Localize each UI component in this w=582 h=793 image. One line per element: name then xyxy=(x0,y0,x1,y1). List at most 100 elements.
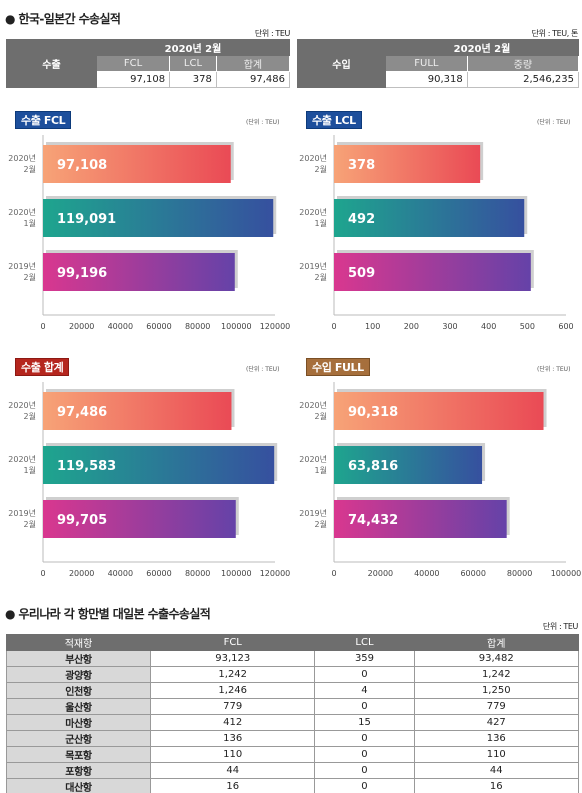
x-tick-label: 100000 xyxy=(221,569,252,578)
ports-cell-fcl: 1,246 xyxy=(149,682,316,699)
bar xyxy=(334,199,525,237)
ports-cell-fcl: 779 xyxy=(149,698,316,715)
bar-value-label: 509 xyxy=(348,266,375,281)
category-label: 2019년 2월 xyxy=(8,508,36,529)
import-unit: 단위 : TEU, 톤 xyxy=(531,29,579,38)
bar-chart-2: 0 20000 40000 60000 80000 100000 120000 2020년 2월… xyxy=(8,382,290,578)
category-label: 2020년 1월 xyxy=(299,454,327,475)
x-tick-label: 100000 xyxy=(551,569,582,578)
x-tick-label: 0 xyxy=(40,322,45,331)
section2-title: ● 우리나라 각 항만별 대일본 수출수송실적 xyxy=(5,607,211,621)
bar-value-label: 97,486 xyxy=(57,405,107,420)
x-tick-label: 100000 xyxy=(221,322,252,331)
ports-cell-fcl: 136 xyxy=(149,730,316,747)
table-row: 군산항 136 0 136 xyxy=(6,730,580,747)
ports-cell-total: 1,250 xyxy=(413,682,580,699)
x-tick-label: 300 xyxy=(442,322,457,331)
chart-title-badge: 수입 FULL xyxy=(306,358,370,376)
ports-cell-lcl: 0 xyxy=(314,698,415,715)
ports-cell-port: 울산항 xyxy=(6,698,151,715)
export-value-total: 97,486 xyxy=(215,71,291,88)
category-label: 2020년 1월 xyxy=(299,207,327,228)
x-tick-label: 20000 xyxy=(69,569,94,578)
table-row: 목포항 110 0 110 xyxy=(6,746,580,763)
ports-cell-port: 부산항 xyxy=(6,650,151,667)
ports-cell-port: 광양항 xyxy=(6,666,151,683)
bar xyxy=(43,392,232,430)
bar xyxy=(43,500,236,538)
x-tick-label: 40000 xyxy=(108,569,133,578)
x-tick-label: 80000 xyxy=(185,569,210,578)
ports-cell-lcl: 15 xyxy=(314,714,415,731)
export-col-total: 합계 xyxy=(215,55,291,72)
export-period: 2020년 2월 xyxy=(96,39,290,56)
chart-unit: (단위 : TEU) xyxy=(537,119,571,126)
ports-header-fcl: FCL xyxy=(149,634,316,651)
chart-unit: (단위 : TEU) xyxy=(246,119,280,126)
category-label: 2020년 2월 xyxy=(8,153,36,174)
bar-chart-1: 0 100 200 300 400 500 600 2020년 2월 378 2020년 1월 492 2… xyxy=(299,135,574,331)
chart-title-badge: 수출 FCL xyxy=(15,111,72,129)
ports-cell-lcl: 359 xyxy=(314,650,415,667)
import-value-weight: 2,546,235 xyxy=(466,71,580,88)
x-tick-label: 80000 xyxy=(185,322,210,331)
bar xyxy=(334,500,507,538)
bar-value-label: 492 xyxy=(348,212,375,227)
bar-value-label: 99,705 xyxy=(57,513,107,528)
category-label: 2019년 2월 xyxy=(299,261,327,282)
ports-cell-total: 136 xyxy=(413,730,580,747)
chart-title-badge: 수출 합계 xyxy=(15,358,70,376)
x-tick-label: 40000 xyxy=(414,569,439,578)
chart-title-badge: 수출 LCL xyxy=(306,111,362,129)
x-tick-label: 40000 xyxy=(108,322,133,331)
bar xyxy=(43,145,231,183)
import-summary-table: 수입 2020년 2월 FULL 중량 90,318 2,546,235 xyxy=(297,39,580,88)
bar xyxy=(43,199,274,237)
ports-cell-fcl: 110 xyxy=(149,746,316,763)
x-tick-label: 60000 xyxy=(460,569,485,578)
section2-unit: 단위 : TEU xyxy=(542,622,579,631)
bar xyxy=(334,392,544,430)
bar-value-label: 74,432 xyxy=(348,513,398,528)
bar-value-label: 119,091 xyxy=(57,212,116,227)
x-tick-label: 60000 xyxy=(146,322,171,331)
ports-cell-total: 1,242 xyxy=(413,666,580,683)
export-col-fcl: FCL xyxy=(95,55,171,72)
chart-unit: (단위 : TEU) xyxy=(537,366,571,373)
x-tick-label: 20000 xyxy=(69,322,94,331)
ports-cell-port: 마산항 xyxy=(6,714,151,731)
ports-cell-total: 779 xyxy=(413,698,580,715)
category-label: 2020년 2월 xyxy=(299,153,327,174)
ports-cell-total: 16 xyxy=(413,778,580,793)
ports-cell-port: 포항항 xyxy=(6,762,151,779)
export-col-lcl: LCL xyxy=(169,55,217,72)
chart-unit: (단위 : TEU) xyxy=(246,366,280,373)
category-label: 2020년 1월 xyxy=(8,454,36,475)
table-row: 마산항 412 15 427 xyxy=(6,714,580,731)
ports-table: 적재항 FCL LCL 합계 부산항 93,123 359 93,482 광양항 1,24… xyxy=(6,634,580,793)
table-row: 부산항 93,123 359 93,482 xyxy=(6,650,580,667)
ports-cell-fcl: 1,242 xyxy=(149,666,316,683)
x-tick-label: 20000 xyxy=(368,569,393,578)
bar xyxy=(43,446,275,484)
import-value-full: 90,318 xyxy=(385,71,468,88)
ports-header-total: 합계 xyxy=(413,634,580,651)
table-row: 대산항 16 0 16 xyxy=(6,778,580,793)
ports-cell-port: 인천항 xyxy=(6,682,151,699)
x-tick-label: 60000 xyxy=(146,569,171,578)
import-label: 수입 xyxy=(297,39,386,88)
category-label: 2020년 2월 xyxy=(8,400,36,421)
ports-cell-total: 93,482 xyxy=(413,650,580,667)
bar xyxy=(334,446,483,484)
x-tick-label: 100 xyxy=(365,322,380,331)
ports-cell-lcl: 4 xyxy=(314,682,415,699)
ports-cell-total: 110 xyxy=(413,746,580,763)
export-value-fcl: 97,108 xyxy=(95,71,171,88)
export-unit: 단위 : TEU xyxy=(254,29,291,38)
export-summary-table: 수출 2020년 2월 FCL LCL 합계 97,108 378 97,486 xyxy=(6,39,291,88)
bar-value-label: 90,318 xyxy=(348,405,398,420)
ports-cell-port: 목포항 xyxy=(6,746,151,763)
x-tick-label: 200 xyxy=(404,322,419,331)
table-row: 광양항 1,242 0 1,242 xyxy=(6,666,580,683)
bar xyxy=(334,253,531,291)
